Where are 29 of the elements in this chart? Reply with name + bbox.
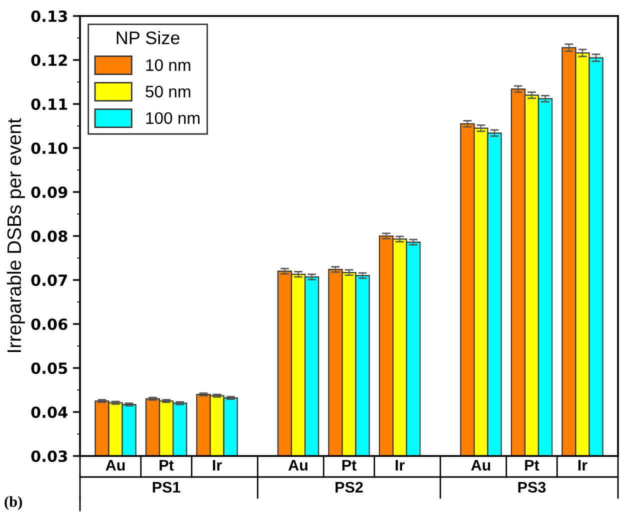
- x-tick-label: Pt: [342, 460, 356, 471]
- x-tick-label: Ir: [212, 460, 222, 470]
- y-tick-label: 0.05: [31, 362, 68, 374]
- text: PS3: [518, 482, 546, 493]
- y-tick-label: 0.03: [31, 450, 67, 462]
- legend-label: 50 nm: [146, 86, 190, 98]
- legend-label: 100 nm: [146, 112, 200, 124]
- y-tick-label: 0.09: [31, 186, 68, 198]
- text: (b): [4, 496, 22, 510]
- y-tick-label: 0.07: [31, 274, 67, 286]
- x-tick-label: Au: [106, 460, 125, 471]
- x-tick-label: Ir: [396, 460, 405, 470]
- legend-label: 10 nm: [146, 59, 190, 71]
- x-tick-label: Ir: [578, 460, 588, 470]
- text: PS2: [336, 482, 363, 493]
- y-tick-label: 0.13: [31, 10, 67, 22]
- y-tick-label: 0.10: [31, 142, 68, 154]
- x-tick-label: Au: [288, 460, 308, 471]
- y-tick-label: 0.04: [31, 406, 68, 418]
- y-tick-label: 0.11: [31, 98, 68, 110]
- text: PS1: [152, 482, 180, 493]
- y-tick-label: 0.08: [31, 230, 68, 242]
- x-tick-label: Au: [471, 460, 490, 471]
- y-axis-title: Irreparable DSBs per event: [6, 118, 25, 352]
- x-tick-label: Pt: [160, 460, 174, 471]
- y-tick-label: 0.06: [31, 318, 68, 330]
- legend-title: NP Size: [116, 31, 180, 44]
- y-tick-label: 0.12: [31, 54, 67, 66]
- x-tick-label: Pt: [525, 460, 540, 471]
